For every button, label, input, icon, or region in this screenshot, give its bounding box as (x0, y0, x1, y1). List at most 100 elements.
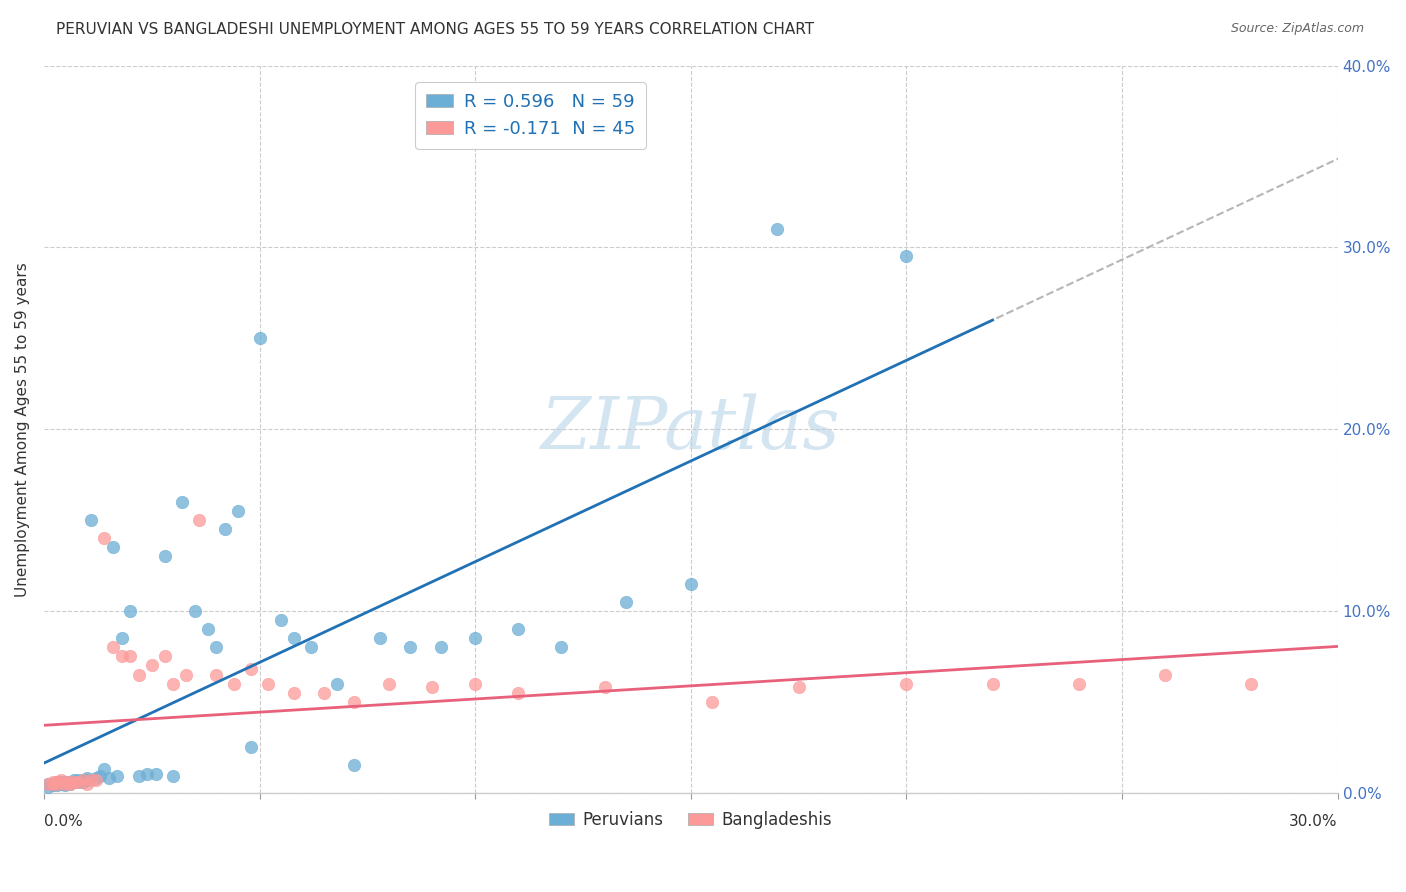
Point (49, 772, 72, 787)
Point (314, 686, 336, 700)
Point (896, 250, 918, 264)
Point (37, 776, 59, 790)
Point (136, 767, 159, 781)
Point (45, 774, 67, 789)
Point (508, 686, 530, 700)
Point (55, 776, 77, 790)
Point (80, 513, 103, 527)
Point (508, 622, 530, 636)
Point (101, 640, 124, 655)
Point (55, 774, 77, 789)
Point (343, 758, 366, 772)
Point (283, 686, 305, 700)
Point (420, 680, 443, 694)
Point (59, 776, 82, 790)
Point (174, 667, 197, 681)
Point (120, 604, 142, 618)
Point (1067, 676, 1090, 690)
Point (141, 658, 163, 673)
Point (270, 613, 292, 627)
Point (59, 776, 82, 790)
Point (283, 631, 305, 645)
Point (41, 778, 63, 792)
Point (766, 222, 789, 236)
Point (368, 631, 391, 645)
Text: 30.0%: 30.0% (1289, 814, 1337, 830)
Point (80, 772, 103, 787)
Point (378, 676, 401, 690)
Point (593, 680, 616, 694)
Legend: Peruvians, Bangladeshis: Peruvians, Bangladeshis (543, 804, 839, 835)
Point (45, 776, 67, 790)
Point (55, 778, 77, 792)
Point (110, 649, 132, 664)
Text: ZIPatlas: ZIPatlas (541, 394, 841, 465)
Point (63, 774, 86, 789)
Point (550, 640, 572, 655)
Point (170, 495, 193, 509)
Point (197, 622, 219, 636)
Point (45, 778, 67, 792)
Text: Source: ZipAtlas.com: Source: ZipAtlas.com (1230, 22, 1364, 36)
Point (222, 676, 245, 690)
Point (214, 522, 236, 536)
Point (679, 576, 702, 591)
Point (110, 631, 132, 645)
Point (97, 771, 120, 785)
Point (128, 667, 150, 681)
Point (239, 662, 262, 676)
Point (162, 769, 184, 783)
Point (205, 667, 228, 681)
Point (72, 772, 94, 787)
Point (257, 676, 280, 690)
Point (464, 676, 486, 690)
Point (614, 595, 637, 609)
Point (120, 649, 142, 664)
Point (702, 695, 724, 709)
Point (239, 740, 262, 755)
Point (101, 541, 124, 555)
Point (84, 771, 107, 785)
Point (45, 774, 67, 789)
Point (49, 776, 72, 790)
Point (162, 676, 184, 690)
Point (93, 762, 115, 776)
Point (76, 771, 98, 785)
Point (41, 776, 63, 790)
Point (67, 772, 90, 787)
Text: PERUVIAN VS BANGLADESHI UNEMPLOYMENT AMONG AGES 55 TO 59 YEARS CORRELATION CHART: PERUVIAN VS BANGLADESHI UNEMPLOYMENT AMO… (56, 22, 814, 37)
Y-axis label: Unemployment Among Ages 55 to 59 years: Unemployment Among Ages 55 to 59 years (15, 261, 30, 597)
Point (72, 772, 94, 787)
Point (45, 776, 67, 790)
Point (153, 649, 176, 664)
Point (249, 331, 271, 345)
Point (464, 631, 486, 645)
Point (981, 676, 1004, 690)
Point (63, 774, 86, 789)
Point (49, 774, 72, 789)
Point (1240, 676, 1263, 690)
Point (72, 774, 94, 789)
Point (89, 769, 111, 783)
Point (184, 604, 207, 618)
Point (299, 640, 322, 655)
Point (59, 774, 82, 789)
Point (37, 780, 59, 795)
Point (41, 776, 63, 790)
Point (67, 774, 90, 789)
Point (145, 767, 167, 781)
Point (188, 513, 211, 527)
Point (128, 769, 150, 783)
Point (76, 776, 98, 790)
Point (153, 549, 176, 564)
Point (59, 774, 82, 789)
Point (787, 680, 810, 694)
Point (105, 769, 128, 783)
Text: 0.0%: 0.0% (44, 814, 83, 830)
Point (429, 640, 451, 655)
Point (1154, 667, 1177, 681)
Point (399, 640, 422, 655)
Point (896, 676, 918, 690)
Point (55, 774, 77, 789)
Point (41, 774, 63, 789)
